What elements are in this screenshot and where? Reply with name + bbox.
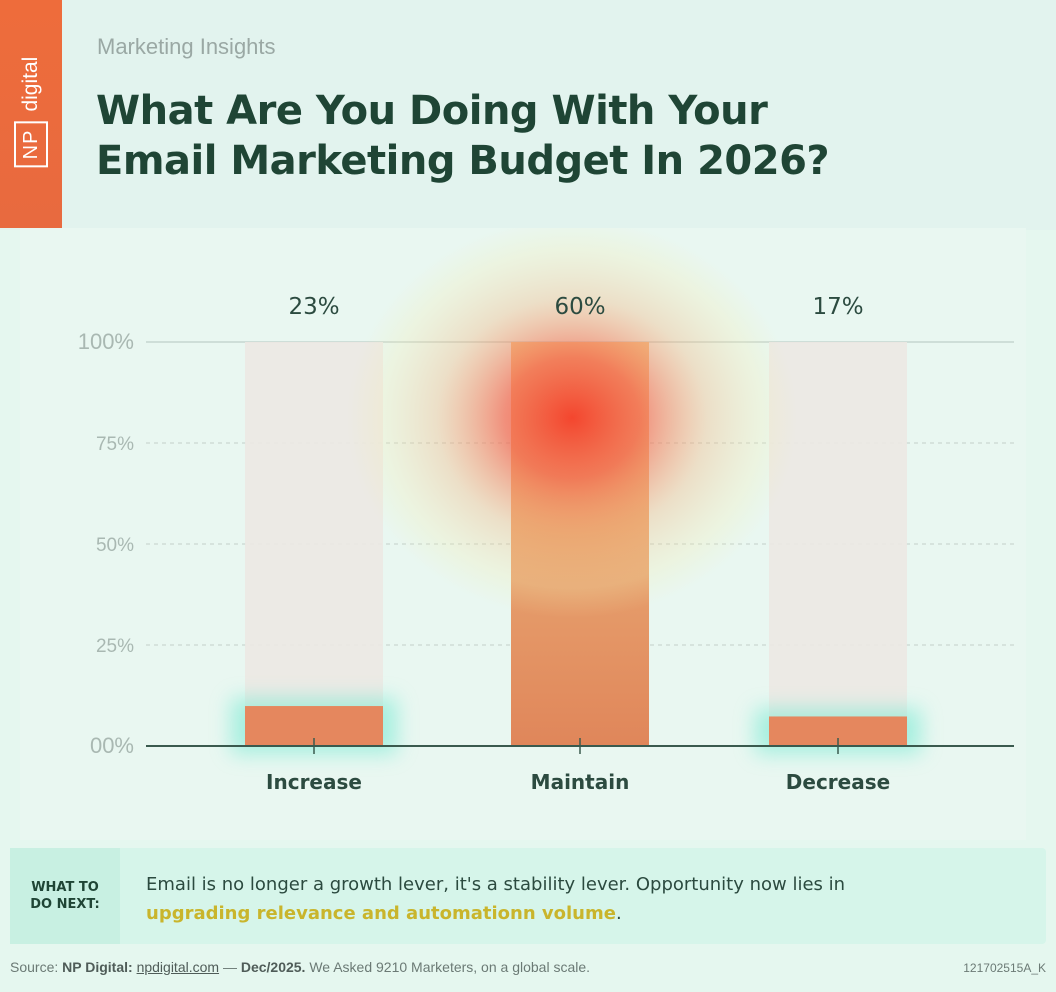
takeaway-end: . <box>615 903 622 924</box>
attention-heat-overlay <box>347 228 797 618</box>
source-footer: Source: NP Digital: npdigital.com — Dec/… <box>10 959 590 975</box>
y-tick-label-1: 75% <box>96 434 134 455</box>
eyebrow-label: Marketing Insights <box>97 34 276 59</box>
category-label-maintain: Maintain <box>531 770 630 794</box>
bar-chart: 100% 75% 50% 25% 00% 23% Increase 60% Maintain 17… <box>78 228 1014 794</box>
y-tick-label-2: 50% <box>96 535 134 556</box>
brand-np-mark: NP <box>14 121 48 168</box>
takeaway-label: WHAT TO DO NEXT: <box>10 848 120 944</box>
takeaway-highlight: upgrading relevance and automationn volu… <box>146 903 616 924</box>
y-tick-label-4: 00% <box>90 733 134 758</box>
value-label-decrease: 17% <box>812 294 863 320</box>
brand-wordmark: digital <box>19 56 42 112</box>
brand-tab: NP digital <box>0 0 62 228</box>
y-tick-label-3: 25% <box>96 636 134 657</box>
chart-panel: 100% 75% 50% 25% 00% 23% Increase 60% Maintain 17… <box>20 228 1026 840</box>
title-line-2: Email Marketing Budget In 2026? <box>96 138 830 184</box>
value-label-increase: 23% <box>288 294 339 320</box>
source-link[interactable]: npdigital.com <box>136 959 220 975</box>
source-date: Dec/2025. <box>240 959 306 975</box>
category-label-decrease: Decrease <box>786 770 890 794</box>
category-label-increase: Increase <box>266 770 362 794</box>
source-note: We Asked 9210 Marketers, on a global sca… <box>309 959 591 975</box>
takeaway-text: Email is no longer a growth lever, it's … <box>146 870 1026 928</box>
y-tick-label-0: 100% <box>78 329 134 354</box>
header-band <box>0 0 1056 230</box>
source-dash: — <box>222 959 237 975</box>
source-name: NP Digital: <box>62 959 133 975</box>
value-label-maintain: 60% <box>554 294 605 320</box>
takeaway-body: Email is no longer a growth lever, it's … <box>146 874 846 895</box>
source-label: Source: <box>10 959 59 975</box>
brand-logo: NP digital <box>14 57 48 168</box>
image-code: 121702515A_K <box>963 961 1046 975</box>
takeaway-label-line-2: DO NEXT: <box>30 897 100 912</box>
takeaway-box: WHAT TO DO NEXT: Email is no longer a gr… <box>10 848 1046 944</box>
takeaway-label-line-1: WHAT TO <box>31 880 99 895</box>
title-line-1: What Are You Doing With Your <box>96 88 768 134</box>
page-title: What Are You Doing With Your Email Marke… <box>96 86 830 186</box>
